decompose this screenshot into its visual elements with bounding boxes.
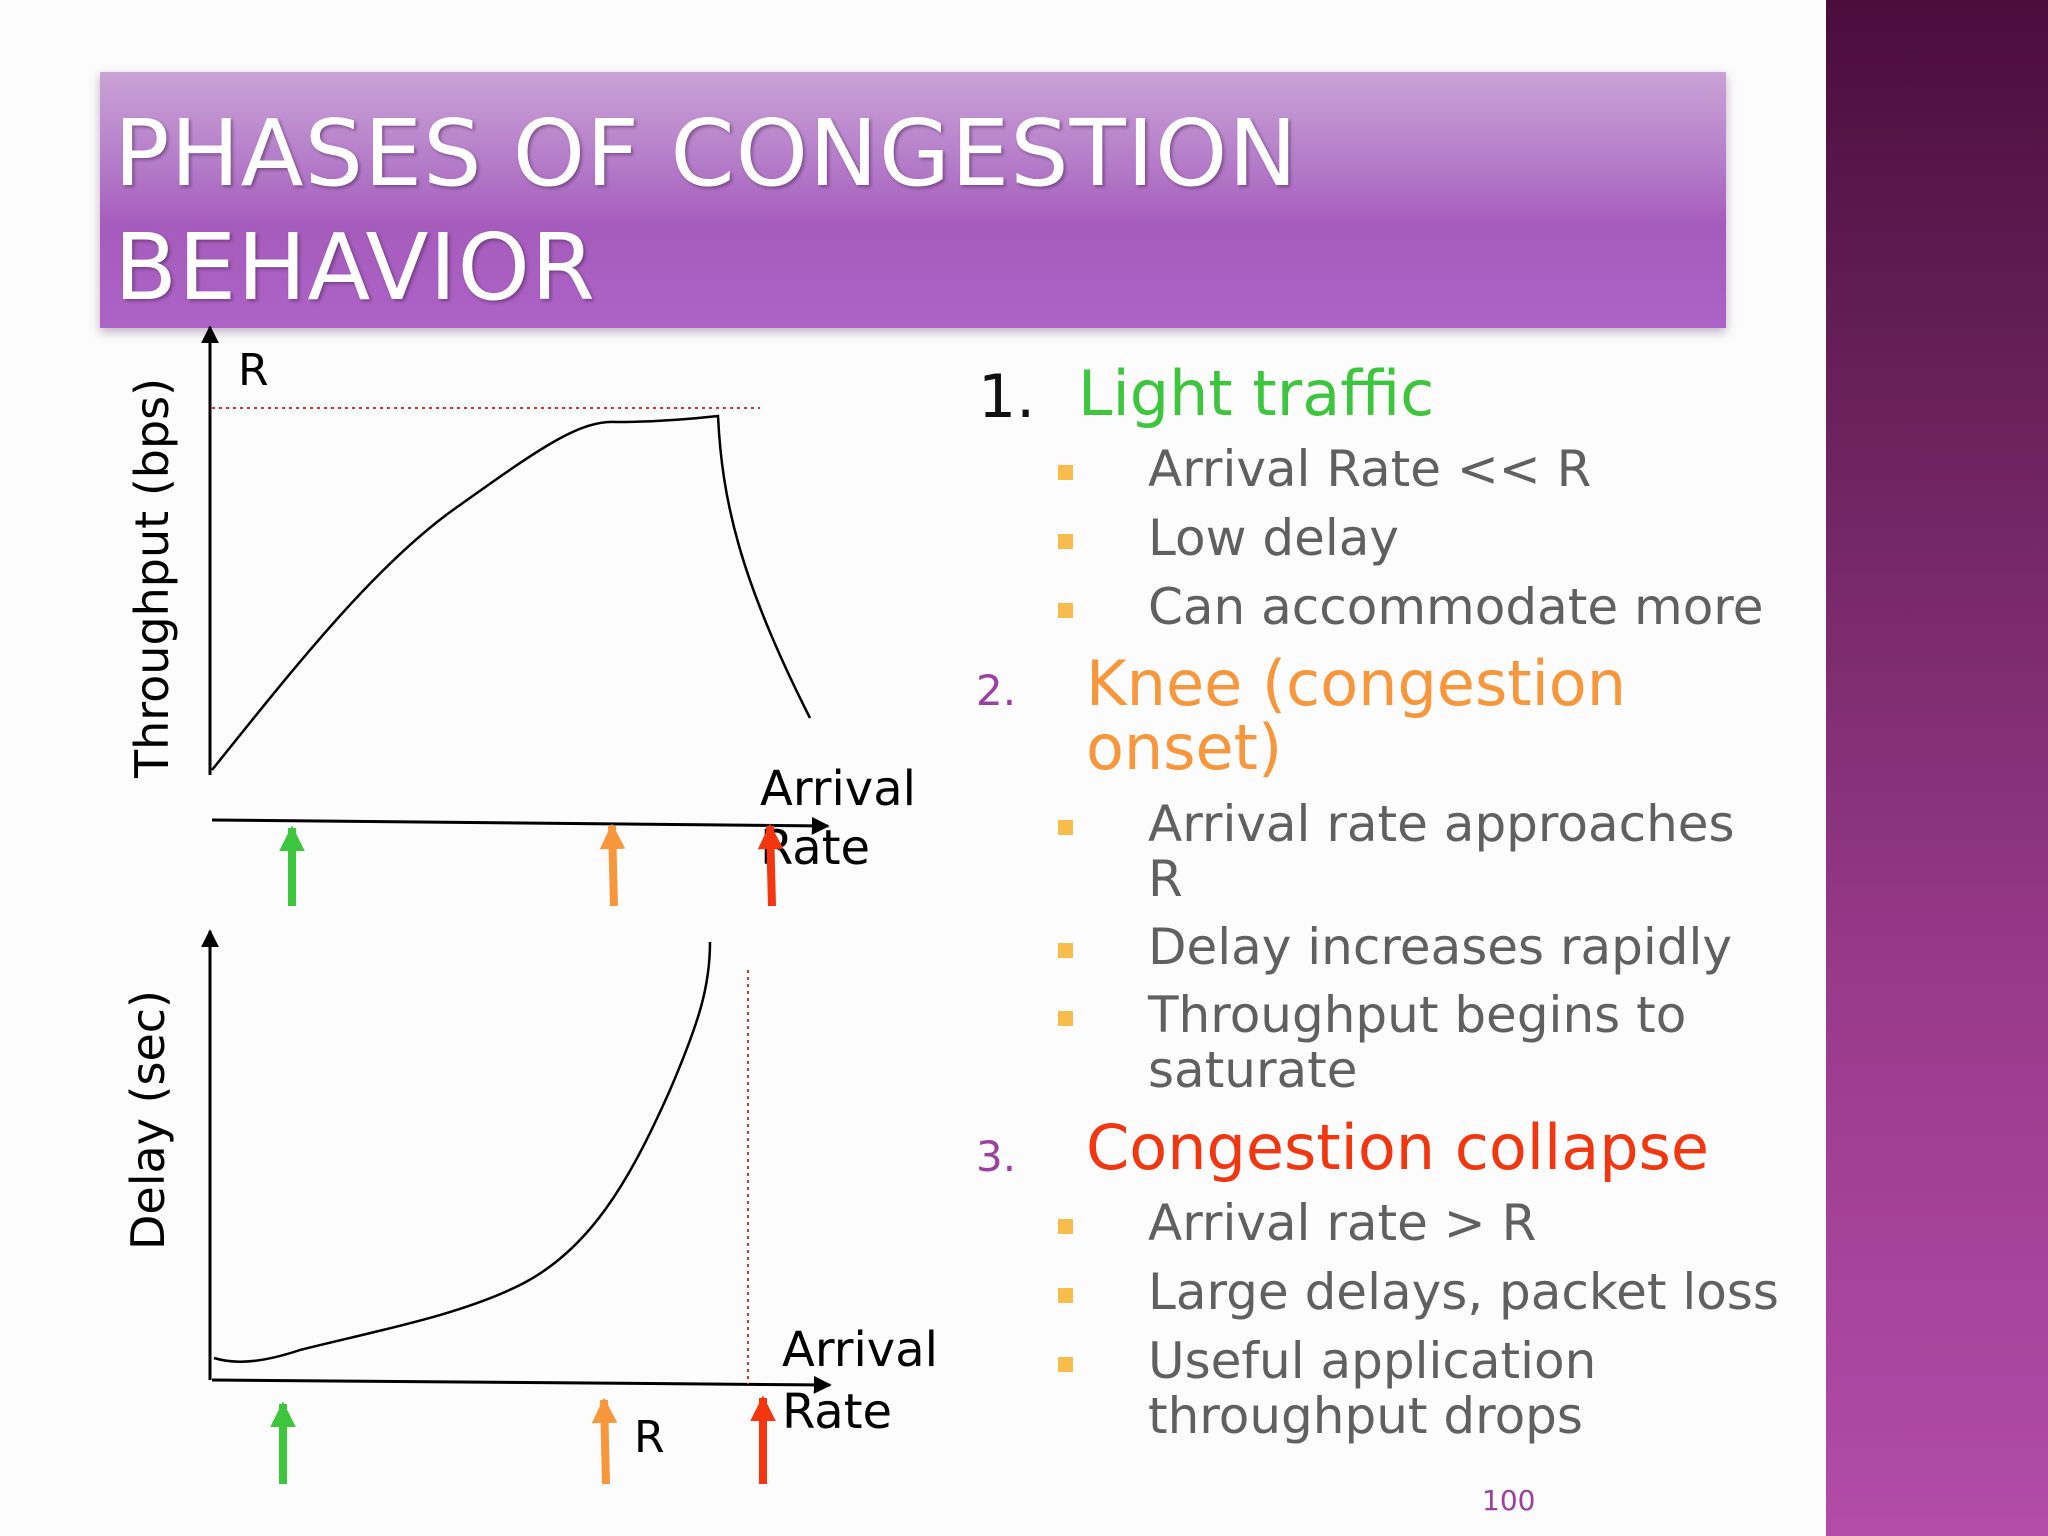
bullet-marker bbox=[1058, 1288, 1073, 1303]
slide-title-line-1: PHASES OF CONGESTION bbox=[114, 100, 1299, 207]
delay-curve bbox=[213, 941, 712, 1363]
collapse-arrow-top bbox=[757, 823, 784, 907]
bullet-marker bbox=[1058, 1357, 1073, 1372]
phase-2-item-3-line-2: saturate bbox=[1148, 1041, 1358, 1099]
bullet-marker bbox=[1058, 943, 1073, 958]
delay-y-axis-label: Delay (sec) bbox=[121, 990, 175, 1250]
phase-1-item-3: Can accommodate more bbox=[1148, 578, 1764, 636]
page-number: 100 bbox=[1482, 1484, 1536, 1517]
throughput-x-label-rate: Rate bbox=[760, 820, 870, 876]
phase-1-item-1: Arrival Rate << R bbox=[1148, 440, 1592, 498]
throughput-graph: R Throughput (bps) Arrival Rate bbox=[125, 325, 916, 907]
phase-2-heading-line-1: Knee (congestion bbox=[1086, 647, 1627, 720]
delay-x-axis bbox=[211, 1375, 832, 1394]
throughput-x-axis bbox=[211, 816, 830, 835]
phase-1-item-2: Low delay bbox=[1148, 509, 1399, 567]
delay-graph: Delay (sec) Arrival Rate R bbox=[121, 929, 938, 1485]
delay-x-label-arrival: Arrival bbox=[782, 1322, 938, 1378]
slide-title-line-2: BEHAVIOR bbox=[114, 214, 596, 321]
throughput-curve bbox=[211, 414, 812, 771]
bullet-marker bbox=[1058, 603, 1073, 618]
title-banner: PHASES OF CONGESTION BEHAVIOR bbox=[100, 72, 1726, 328]
bullet-marker bbox=[1058, 820, 1073, 835]
phase-1-heading: Light traffic bbox=[1078, 357, 1435, 430]
delay-x-label-rate: Rate bbox=[782, 1384, 892, 1440]
phase-2-item-2: Delay increases rapidly bbox=[1148, 918, 1733, 976]
phase-3-heading: Congestion collapse bbox=[1086, 1111, 1710, 1184]
phase-3-item-3-line-1: Useful application bbox=[1148, 1332, 1597, 1390]
knee-arrow-bottom bbox=[591, 1397, 618, 1485]
bullet-marker bbox=[1058, 1011, 1073, 1026]
throughput-y-axis-label: Throughput (bps) bbox=[125, 378, 179, 779]
phase-2-item-1-line-2: R bbox=[1148, 850, 1183, 908]
bullet-marker bbox=[1058, 1219, 1073, 1234]
phase-3-item-1: Arrival rate > R bbox=[1148, 1194, 1537, 1252]
throughput-x-label-arrival: Arrival bbox=[760, 761, 916, 817]
phase-3-item-2: Large delays, packet loss bbox=[1148, 1263, 1779, 1321]
throughput-r-label: R bbox=[238, 345, 269, 396]
decorative-side-band bbox=[1826, 0, 2048, 1536]
delay-r-label: R bbox=[634, 1412, 665, 1463]
phase-2-item-1-line-1: Arrival rate approaches bbox=[1148, 795, 1735, 853]
phase-1-number: 1. bbox=[978, 362, 1036, 432]
phase-3-number: 3. bbox=[976, 1132, 1017, 1181]
congestion-graphs: R Throughput (bps) Arrival Rate Delay (s… bbox=[121, 325, 938, 1485]
phase-2-item-3-line-1: Throughput begins to bbox=[1148, 986, 1687, 1044]
bullet-marker bbox=[1058, 534, 1073, 549]
phase-2-number: 2. bbox=[976, 666, 1017, 715]
bullet-marker bbox=[1058, 465, 1073, 480]
phase-3-item-3-line-2: throughput drops bbox=[1148, 1387, 1583, 1445]
knee-arrow-top bbox=[599, 823, 626, 907]
phase-2-heading-line-2: onset) bbox=[1086, 711, 1283, 784]
